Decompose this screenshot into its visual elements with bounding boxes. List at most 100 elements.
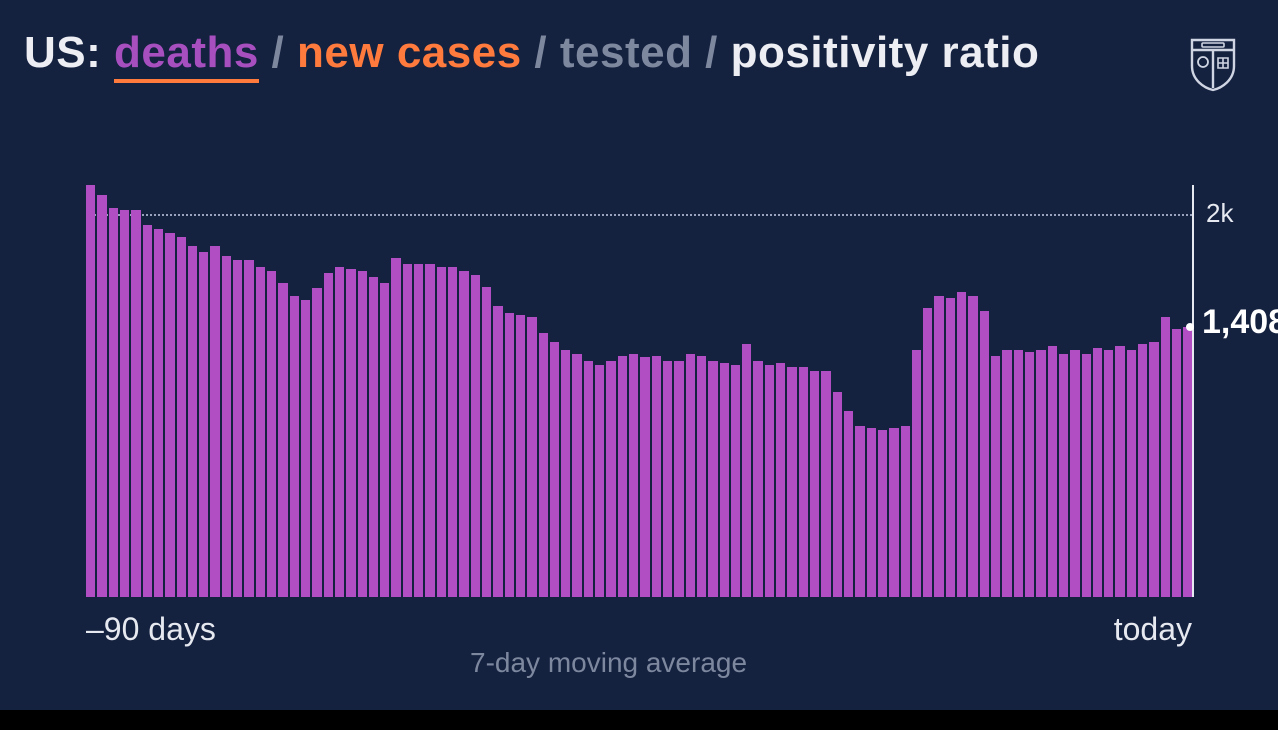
bar xyxy=(742,344,751,597)
bar xyxy=(256,267,265,597)
bar xyxy=(968,296,977,597)
bar xyxy=(980,311,989,597)
bar xyxy=(844,411,853,597)
bar xyxy=(572,354,581,597)
chart-title: US: deaths / new cases / tested / positi… xyxy=(24,28,1039,78)
title-separator: / xyxy=(522,28,560,77)
bar xyxy=(912,350,921,597)
bar xyxy=(901,426,910,597)
deaths-bar-chart: 2k 1,408 xyxy=(86,185,1192,597)
bar xyxy=(1115,346,1124,597)
bar xyxy=(640,357,649,597)
bar xyxy=(482,287,491,597)
bar xyxy=(1070,350,1079,597)
bar xyxy=(188,246,197,597)
bar xyxy=(1149,342,1158,597)
bar xyxy=(946,298,955,597)
bar xyxy=(720,363,729,597)
bar xyxy=(505,313,514,597)
bar xyxy=(674,361,683,597)
bar xyxy=(889,428,898,597)
bar xyxy=(708,361,717,597)
bar xyxy=(1025,352,1034,597)
bar xyxy=(934,296,943,597)
bar xyxy=(516,315,525,597)
bar xyxy=(448,267,457,597)
bar xyxy=(210,246,219,597)
bar xyxy=(120,210,129,597)
bar xyxy=(663,361,672,597)
bar xyxy=(787,367,796,597)
bar xyxy=(957,292,966,597)
bar xyxy=(731,365,740,597)
bar xyxy=(358,271,367,597)
bar xyxy=(493,306,502,597)
bar xyxy=(425,264,434,597)
bar xyxy=(177,237,186,597)
bar xyxy=(527,317,536,597)
bar xyxy=(855,426,864,597)
y-tick-label-2k: 2k xyxy=(1206,198,1233,229)
bar xyxy=(867,428,876,597)
bar xyxy=(697,356,706,597)
bar xyxy=(1014,350,1023,597)
bar xyxy=(1002,350,1011,597)
latest-value-label: 1,408 xyxy=(1202,303,1278,342)
bar xyxy=(595,365,604,597)
bar xyxy=(199,252,208,597)
bar xyxy=(403,264,412,597)
bar xyxy=(833,392,842,597)
bar xyxy=(1082,354,1091,597)
bar xyxy=(629,354,638,597)
bar xyxy=(923,308,932,597)
bar xyxy=(606,361,615,597)
bar xyxy=(380,283,389,597)
bar xyxy=(878,430,887,597)
stage: US: deaths / new cases / tested / positi… xyxy=(0,0,1278,710)
bar xyxy=(991,356,1000,597)
bar xyxy=(154,229,163,597)
bar xyxy=(437,267,446,597)
bar xyxy=(765,365,774,597)
chart-subtitle: 7-day moving average xyxy=(470,647,747,679)
bar xyxy=(131,210,140,597)
bar xyxy=(618,356,627,597)
bar xyxy=(278,283,287,597)
tab-new-cases[interactable]: new cases xyxy=(297,28,522,77)
bar xyxy=(369,277,378,597)
title-prefix: US: xyxy=(24,28,114,77)
bar xyxy=(1161,317,1170,597)
bar xyxy=(324,273,333,597)
bar xyxy=(335,267,344,597)
bar xyxy=(821,371,830,597)
tab-tested[interactable]: tested xyxy=(560,28,693,77)
bar xyxy=(1172,329,1181,597)
x-axis-label-start: –90 days xyxy=(86,611,216,648)
bar xyxy=(165,233,174,597)
bar xyxy=(97,195,106,597)
bar xyxy=(312,288,321,597)
bar xyxy=(539,333,548,597)
bar xyxy=(1104,350,1113,597)
title-separator: / xyxy=(259,28,297,77)
bar xyxy=(550,342,559,597)
y-axis-line xyxy=(1192,185,1194,597)
bar xyxy=(346,269,355,597)
bar xyxy=(267,271,276,597)
bar xyxy=(222,256,231,597)
bar xyxy=(301,300,310,597)
x-axis-label-end: today xyxy=(1114,611,1192,648)
bar xyxy=(686,354,695,597)
title-separator: / xyxy=(692,28,730,77)
bar xyxy=(471,275,480,597)
tab-deaths[interactable]: deaths xyxy=(114,28,259,83)
bar xyxy=(799,367,808,597)
bar xyxy=(561,350,570,597)
bar xyxy=(1048,346,1057,597)
jhu-shield-icon xyxy=(1188,36,1238,92)
bar xyxy=(290,296,299,597)
bar xyxy=(753,361,762,597)
tab-positivity-ratio[interactable]: positivity ratio xyxy=(731,28,1040,77)
bar xyxy=(776,363,785,597)
bar-series xyxy=(86,185,1192,597)
